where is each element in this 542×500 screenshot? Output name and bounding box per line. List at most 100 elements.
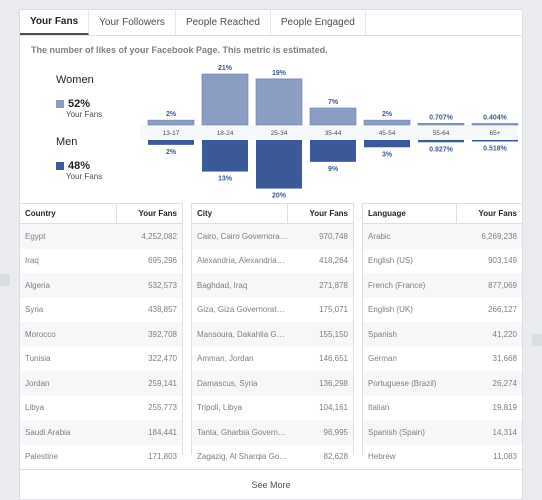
row-label: Baghdad, Iraq bbox=[197, 280, 248, 290]
table-row: English (UK) 266,127 bbox=[363, 298, 522, 323]
language-fans-header[interactable]: Your Fans bbox=[456, 204, 522, 223]
tab-your-fans[interactable]: Your Fans bbox=[20, 10, 90, 35]
tab-bar: Your Fans Your Followers People Reached … bbox=[20, 10, 522, 36]
row-label: Amman, Jordan bbox=[197, 354, 254, 364]
city-fans-header[interactable]: Your Fans bbox=[287, 204, 353, 223]
row-value: 322,470 bbox=[148, 354, 177, 364]
legend-men-pct: 48% bbox=[68, 160, 91, 172]
tab-people-reached[interactable]: People Reached bbox=[176, 10, 271, 35]
table-row: Mansoura, Dakahlia G… 155,150 bbox=[192, 322, 353, 347]
table-row: Arabic 6,269,238 bbox=[363, 224, 522, 249]
row-label: German bbox=[368, 354, 397, 364]
table-row: Algeria 532,573 bbox=[20, 273, 182, 298]
row-value: 171,803 bbox=[148, 452, 177, 462]
row-value: 392,708 bbox=[148, 329, 177, 339]
row-value: 19,819 bbox=[492, 403, 517, 413]
tab-people-engaged[interactable]: People Engaged bbox=[271, 10, 366, 35]
men-swatch bbox=[56, 162, 64, 170]
row-value: 438,857 bbox=[148, 305, 177, 315]
tab-your-followers[interactable]: Your Followers bbox=[89, 10, 176, 35]
row-value: 82,628 bbox=[323, 452, 348, 462]
row-label: Palestine bbox=[25, 452, 58, 462]
row-value: 877,069 bbox=[488, 280, 517, 290]
row-value: 903,149 bbox=[488, 256, 517, 266]
table-row: Spanish (Spain) 14,314 bbox=[363, 420, 522, 445]
country-table: Country Your Fans Egypt 4,252,082 Iraq 695,… bbox=[20, 203, 183, 461]
row-value: 532,573 bbox=[148, 280, 177, 290]
age-tick-label: 55-64 bbox=[433, 130, 450, 137]
row-label: Italian bbox=[368, 403, 390, 413]
row-label: Libya bbox=[25, 403, 45, 413]
row-value: 96,995 bbox=[323, 427, 348, 437]
row-label: Zagazig, Al Sharqia Go… bbox=[197, 452, 288, 462]
row-label: Iraq bbox=[25, 256, 39, 266]
row-label: Algeria bbox=[25, 280, 50, 290]
row-label: Syria bbox=[25, 305, 44, 315]
row-value: 970,748 bbox=[319, 231, 348, 241]
legend-women: Women 52% Your Fans bbox=[56, 74, 102, 119]
language-header[interactable]: Language bbox=[368, 209, 406, 218]
page-edge-right bbox=[532, 334, 542, 346]
men-bar bbox=[418, 140, 464, 143]
row-value: 146,651 bbox=[319, 354, 348, 364]
row-value: 6,269,238 bbox=[481, 231, 517, 241]
age-gender-chart: 2% 2% 13-17 21% 13% 18-24 19% 20% 25-34 7% 9% 35-44… bbox=[140, 65, 519, 200]
table-row: Tripoli, Libya 104,161 bbox=[192, 396, 353, 421]
table-row: French (France) 877,069 bbox=[363, 273, 522, 298]
men-value-label: 20% bbox=[272, 193, 287, 200]
table-row: Libya 255,773 bbox=[20, 396, 182, 421]
age-tick-label: 65+ bbox=[489, 130, 500, 137]
men-value-label: 0.518% bbox=[483, 146, 508, 153]
row-label: Spanish (Spain) bbox=[368, 427, 425, 437]
see-more-button[interactable]: See More bbox=[20, 469, 522, 500]
row-value: 271,878 bbox=[319, 280, 348, 290]
women-value-label: 0.404% bbox=[483, 115, 508, 122]
city-table: City Your Fans Cairo, Cairo Governora… 97… bbox=[191, 203, 354, 461]
table-row: German 31,668 bbox=[363, 347, 522, 372]
country-fans-header[interactable]: Your Fans bbox=[116, 204, 182, 223]
city-header[interactable]: City bbox=[197, 209, 213, 218]
row-label: Saudi Arabia bbox=[25, 427, 71, 437]
table-row: Damascus, Syria 136,298 bbox=[192, 371, 353, 396]
row-value: 26,274 bbox=[492, 378, 517, 388]
table-row: Alexandria, Alexandria… 418,264 bbox=[192, 249, 353, 274]
women-swatch bbox=[56, 100, 64, 108]
age-tick-label: 45-54 bbox=[379, 130, 396, 137]
page-edge-left bbox=[0, 274, 10, 286]
men-bar bbox=[202, 140, 248, 172]
men-bar bbox=[472, 140, 518, 142]
table-row: Morocco 392,708 bbox=[20, 322, 182, 347]
women-value-label: 7% bbox=[328, 99, 339, 106]
men-bar bbox=[364, 140, 410, 148]
age-tick-label: 35-44 bbox=[325, 130, 342, 137]
table-row: Cairo, Cairo Governora… 970,748 bbox=[192, 224, 353, 249]
table-row: Palestine 171,803 bbox=[20, 445, 182, 470]
row-label: Portuguese (Brazil) bbox=[368, 378, 437, 388]
row-value: 259,141 bbox=[148, 378, 177, 388]
row-value: 695,296 bbox=[148, 256, 177, 266]
women-bar bbox=[363, 119, 411, 126]
row-label: Alexandria, Alexandria… bbox=[197, 256, 285, 266]
row-label: English (UK) bbox=[368, 305, 413, 315]
table-row: English (US) 903,149 bbox=[363, 249, 522, 274]
table-row: Egypt 4,252,082 bbox=[20, 224, 182, 249]
table-row: Iraq 695,296 bbox=[20, 249, 182, 274]
row-label: Egypt bbox=[25, 231, 46, 241]
men-value-label: 2% bbox=[166, 149, 177, 156]
row-label: Arabic bbox=[368, 231, 391, 241]
row-label: Cairo, Cairo Governora… bbox=[197, 231, 288, 241]
legend-men-title: Men bbox=[56, 136, 78, 148]
row-label: French (France) bbox=[368, 280, 426, 290]
age-tick-label: 18-24 bbox=[217, 130, 234, 137]
row-label: Damascus, Syria bbox=[197, 378, 258, 388]
fans-insights-panel: Your Fans Your Followers People Reached … bbox=[19, 9, 523, 500]
women-bar bbox=[417, 122, 465, 126]
legend-men-sub: Your Fans bbox=[66, 172, 103, 181]
country-header[interactable]: Country bbox=[25, 209, 56, 218]
row-value: 14,314 bbox=[492, 427, 517, 437]
table-row: Amman, Jordan 146,651 bbox=[192, 347, 353, 372]
age-axis-band bbox=[140, 125, 518, 140]
table-row: Baghdad, Iraq 271,878 bbox=[192, 273, 353, 298]
men-value-label: 0.927% bbox=[429, 146, 454, 153]
row-label: Morocco bbox=[25, 329, 56, 339]
